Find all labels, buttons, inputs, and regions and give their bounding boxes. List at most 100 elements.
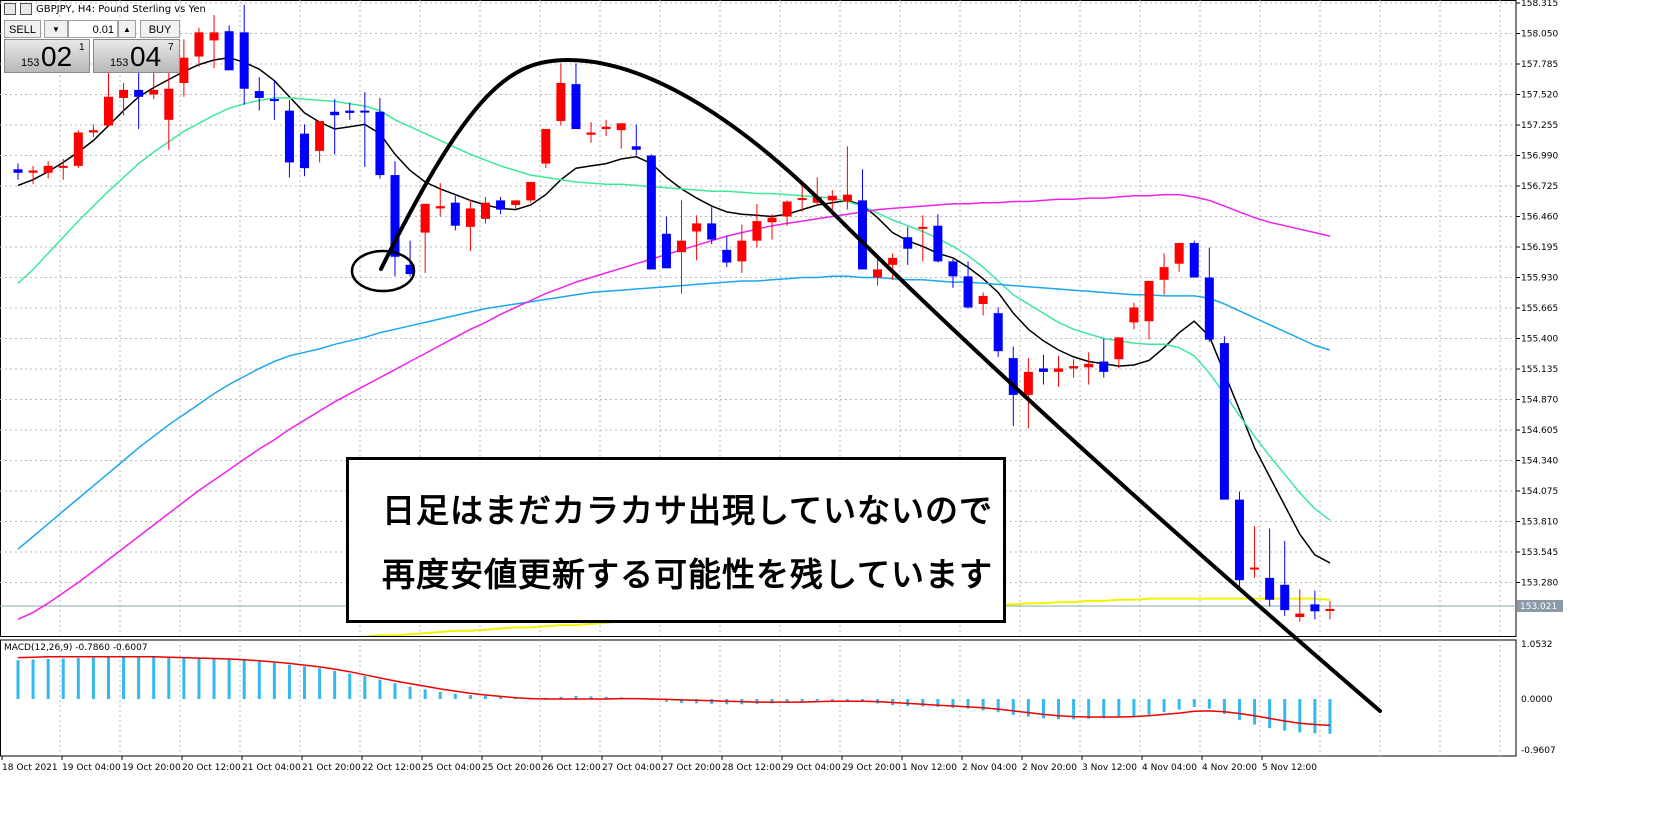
price-tick-label: 155.400 bbox=[1521, 335, 1558, 345]
macd-histogram-bar bbox=[1192, 699, 1196, 707]
candle-body bbox=[873, 269, 883, 278]
buy-price-prefix: 153 bbox=[110, 57, 129, 69]
candle-body bbox=[616, 123, 626, 131]
candle-body bbox=[450, 202, 460, 226]
time-tick-label: 5 Nov 12:00 bbox=[1262, 763, 1317, 773]
price-tick-label: 156.195 bbox=[1521, 243, 1558, 253]
macd-histogram-bar bbox=[1072, 699, 1076, 720]
macd-signal-line bbox=[17, 656, 1331, 727]
time-tick-label: 2 Nov 20:00 bbox=[1022, 763, 1077, 773]
candle-body bbox=[164, 88, 174, 120]
candle-body bbox=[842, 194, 852, 202]
candle-body bbox=[390, 175, 400, 257]
candle-body bbox=[254, 91, 264, 98]
candle-body bbox=[903, 237, 913, 249]
macd-histogram-bar bbox=[1011, 699, 1015, 715]
candle-body bbox=[300, 133, 310, 169]
time-tick-label: 27 Oct 04:00 bbox=[602, 763, 661, 773]
sell-price-sup: 1 bbox=[79, 42, 85, 53]
hand-drawn-trend-curve bbox=[379, 57, 1382, 713]
candle-body bbox=[88, 130, 98, 133]
candle-body bbox=[797, 198, 807, 201]
macd-histogram-bar bbox=[966, 699, 970, 709]
candle-body bbox=[677, 240, 687, 253]
sell-button[interactable]: SELL bbox=[4, 20, 41, 38]
candlestick-series bbox=[13, 4, 1335, 622]
macd-histogram-bar bbox=[212, 658, 216, 699]
macd-histogram-bar bbox=[770, 699, 774, 704]
chart-settings-icon[interactable] bbox=[20, 3, 32, 15]
candle-body bbox=[1023, 371, 1033, 395]
buy-button[interactable]: BUY bbox=[140, 20, 180, 38]
sell-price-box[interactable]: 153 02 1 bbox=[4, 39, 90, 73]
buy-price-box[interactable]: 153 04 7 bbox=[93, 39, 180, 73]
price-tick-label: 155.930 bbox=[1521, 274, 1558, 284]
macd-histogram-bar bbox=[1283, 699, 1287, 731]
macd-histogram-bar bbox=[76, 658, 80, 699]
current-price-label: 153.021 bbox=[1520, 602, 1557, 612]
price-tick-label: 157.255 bbox=[1521, 121, 1558, 131]
macd-histogram-bar bbox=[363, 676, 367, 699]
candle-body bbox=[58, 165, 68, 168]
price-tick-label: 158.050 bbox=[1521, 30, 1558, 40]
price-tick-label: 156.990 bbox=[1521, 152, 1558, 162]
time-tick-label: 25 Oct 04:00 bbox=[422, 763, 481, 773]
candle-body bbox=[541, 129, 551, 164]
macd-histogram-bar bbox=[272, 662, 276, 699]
candle-body bbox=[1099, 361, 1109, 372]
macd-histogram-bar bbox=[1147, 699, 1151, 715]
time-tick-label: 27 Oct 20:00 bbox=[662, 763, 721, 773]
macd-label: MACD(12,26,9) -0.7860 -0.6007 bbox=[4, 643, 148, 653]
macd-histogram-bar bbox=[1087, 699, 1091, 719]
macd-histogram-bar bbox=[1328, 699, 1332, 734]
macd-histogram-bar bbox=[1222, 699, 1226, 714]
caption-line-1: 日足はまだカラカサ出現していないので bbox=[382, 491, 994, 530]
macd-histogram-bar bbox=[860, 699, 864, 702]
candle-body bbox=[1204, 277, 1214, 340]
candle-body bbox=[948, 261, 958, 277]
price-tick-label: 155.665 bbox=[1521, 304, 1558, 314]
macd-histogram-bar bbox=[182, 657, 186, 699]
macd-histogram-bar bbox=[137, 656, 141, 699]
candle-body bbox=[601, 126, 611, 130]
candle-body bbox=[556, 82, 566, 121]
candle-body bbox=[963, 276, 973, 308]
macd-histogram-bar bbox=[91, 657, 95, 699]
macd-histogram-bar bbox=[996, 699, 1000, 713]
candle-body bbox=[43, 165, 53, 173]
candle-body bbox=[1144, 280, 1154, 322]
macd-histogram-bar bbox=[333, 670, 337, 699]
macd-histogram-bar bbox=[46, 658, 50, 699]
macd-histogram-bar bbox=[1298, 699, 1302, 733]
lot-increment-icon[interactable]: ▲ bbox=[118, 20, 136, 38]
time-tick-label: 20 Oct 12:00 bbox=[182, 763, 241, 773]
macd-histogram-bar bbox=[936, 699, 940, 707]
candle-body bbox=[1189, 242, 1199, 278]
candle-body bbox=[496, 200, 506, 210]
price-tick-label: 154.075 bbox=[1521, 487, 1558, 497]
macd-histogram-bar bbox=[348, 673, 352, 699]
price-tick-label: 156.725 bbox=[1521, 182, 1558, 192]
candle-body bbox=[526, 181, 536, 201]
candle-body bbox=[1310, 604, 1320, 612]
candle-body bbox=[631, 146, 641, 150]
macd-histogram-bar bbox=[483, 695, 487, 699]
macd-histogram-bar bbox=[800, 699, 804, 702]
candle-body bbox=[752, 221, 762, 241]
chart-title-bar: GBPJPY, H4: Pound Sterling vs Yen bbox=[4, 3, 206, 15]
macd-histogram-bar bbox=[906, 699, 910, 707]
lot-dropdown-icon[interactable]: ▼ bbox=[44, 20, 68, 38]
candle-body bbox=[119, 89, 129, 98]
caption-line-2: 再度安値更新する可能性を残しています bbox=[382, 555, 994, 594]
macd-histogram-bar bbox=[785, 699, 789, 703]
candle-body bbox=[1219, 343, 1229, 500]
sell-price-prefix: 153 bbox=[21, 57, 40, 69]
macd-histogram-bar bbox=[257, 661, 261, 699]
price-tick-label: 154.605 bbox=[1521, 426, 1558, 436]
candle-body bbox=[1280, 584, 1290, 611]
chart-grid bbox=[0, 0, 1517, 757]
candle-body bbox=[13, 169, 23, 173]
candle-body bbox=[1069, 366, 1079, 369]
lot-size-input[interactable]: 0.01 bbox=[68, 20, 118, 38]
